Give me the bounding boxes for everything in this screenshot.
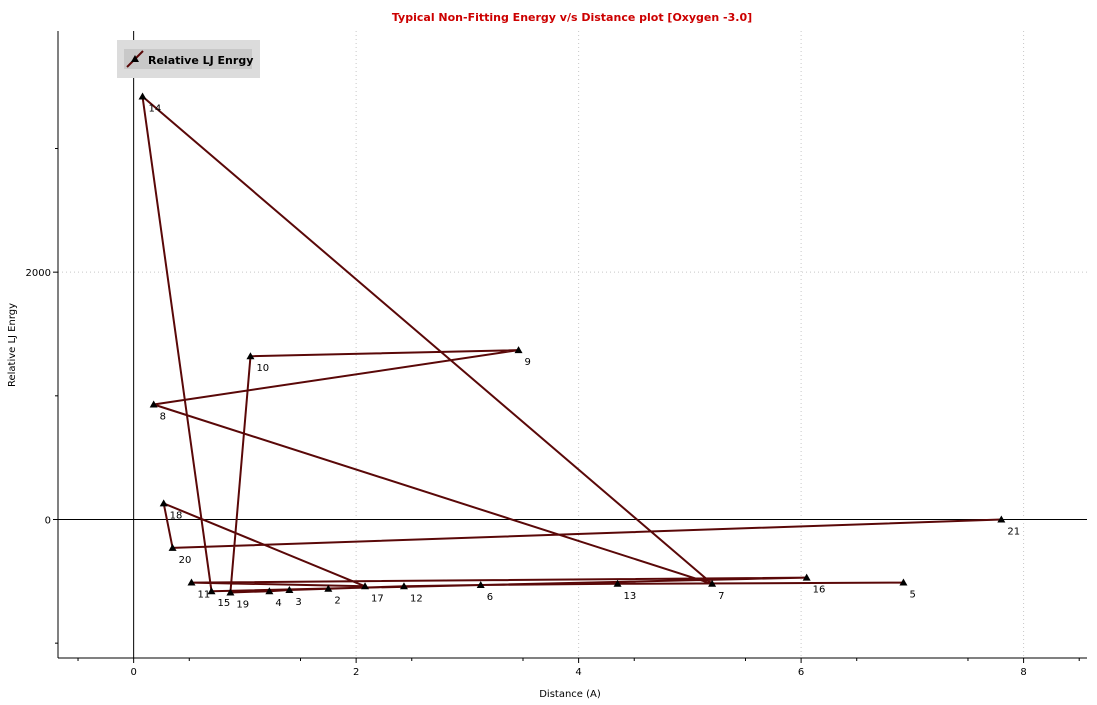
data-label-8: 8 (160, 411, 166, 422)
data-label-20: 20 (179, 555, 192, 566)
data-labels: 21 20 18 17 11 16 15 14 7 8 9 10 19 4 3 2 12 6 13 5 (149, 104, 1021, 611)
data-point-4[interactable] (265, 587, 274, 595)
data-label-13: 13 (624, 591, 637, 602)
x-tick-label: 0 (130, 667, 136, 678)
data-label-19: 19 (236, 599, 249, 610)
data-point-9[interactable] (514, 346, 523, 354)
data-point-14[interactable] (138, 92, 147, 100)
data-point-10[interactable] (246, 352, 255, 360)
data-label-17: 17 (371, 593, 384, 604)
data-label-10: 10 (256, 363, 269, 374)
data-point-11[interactable] (187, 578, 196, 586)
series-line (141, 95, 1002, 594)
data-point-5[interactable] (899, 578, 908, 586)
grid-lines (58, 31, 1087, 658)
data-point-20[interactable] (168, 543, 177, 551)
chart-title: Typical Non-Fitting Energy v/s Distance … (392, 11, 752, 24)
data-points (138, 92, 1006, 596)
data-label-4: 4 (275, 598, 281, 609)
data-point-18[interactable] (159, 499, 168, 507)
data-label-7: 7 (718, 591, 724, 602)
data-label-5: 5 (909, 590, 915, 601)
data-point-19[interactable] (226, 588, 235, 596)
legend-label: Relative LJ Enrgy (148, 54, 253, 67)
data-point-3[interactable] (285, 585, 294, 593)
data-label-15: 15 (218, 598, 231, 609)
data-label-18: 18 (170, 510, 183, 521)
zero-lines (58, 31, 1087, 658)
data-label-11: 11 (197, 590, 210, 601)
data-point-12[interactable] (399, 582, 408, 590)
axis-ticks: 0 2 4 6 8 0 2000 (26, 147, 1080, 678)
data-point-2[interactable] (324, 584, 333, 592)
x-axis-label: Distance (A) (539, 689, 601, 700)
y-tick-label: 2000 (26, 268, 51, 279)
data-label-9: 9 (525, 357, 531, 368)
data-label-16: 16 (813, 585, 826, 596)
y-axis-label: Relative LJ Enrgy (7, 303, 18, 387)
x-tick-label: 2 (353, 667, 359, 678)
x-tick-label: 6 (798, 667, 804, 678)
data-point-17[interactable] (361, 582, 370, 590)
data-point-21[interactable] (997, 515, 1006, 523)
data-point-6[interactable] (476, 581, 485, 589)
data-label-14: 14 (149, 104, 162, 115)
x-tick-label: 8 (1020, 667, 1026, 678)
data-label-6: 6 (487, 592, 493, 603)
legend-triangle-icon (131, 55, 139, 62)
data-label-12: 12 (410, 593, 423, 604)
data-point-7[interactable] (708, 579, 717, 587)
data-point-8[interactable] (149, 400, 158, 408)
x-tick-label: 4 (575, 667, 581, 678)
legend-item-background (124, 49, 252, 69)
data-point-15[interactable] (207, 587, 216, 595)
data-label-21: 21 (1007, 526, 1020, 537)
data-point-16[interactable] (802, 573, 811, 581)
y-tick-label: 0 (45, 515, 51, 526)
data-label-2: 2 (334, 596, 340, 607)
data-point-13[interactable] (613, 579, 622, 587)
legend[interactable]: Relative LJ Enrgy (117, 40, 260, 78)
series-relative-lj-energy (141, 95, 1002, 594)
data-label-3: 3 (295, 597, 301, 608)
